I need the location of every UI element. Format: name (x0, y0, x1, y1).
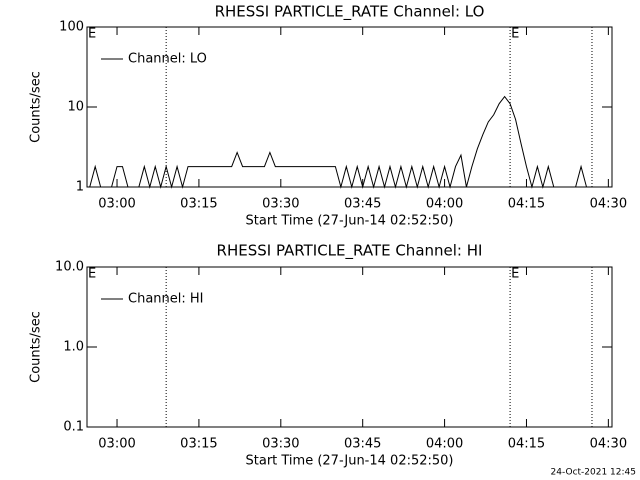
y-tick-label: 1.0 (63, 340, 84, 355)
x-tick-label: 04:00 (426, 437, 463, 452)
x-tick-label: 03:15 (180, 197, 217, 212)
x-tick-label: 04:15 (508, 197, 545, 212)
x-tick-label: 04:30 (590, 437, 627, 452)
x-tick-label: 03:45 (344, 197, 381, 212)
chart-title: RHESSI PARTICLE_RATE Channel: LO (215, 3, 485, 22)
event-marker: E (511, 267, 519, 282)
x-tick-label: 03:30 (262, 197, 299, 212)
y-tick-label: 0.1 (63, 420, 84, 435)
event-marker: E (88, 267, 96, 282)
y-tick-label: 100 (59, 20, 84, 35)
x-tick-label: 04:15 (508, 437, 545, 452)
x-tick-label: 04:30 (590, 197, 627, 212)
legend-label: Channel: HI (128, 292, 204, 307)
y-tick-label: 1 (76, 180, 84, 195)
x-axis-label: Start Time (27-Jun-14 02:52:50) (246, 214, 454, 229)
legend-label: Channel: LO (128, 52, 207, 67)
chart-title: RHESSI PARTICLE_RATE Channel: HI (217, 242, 483, 261)
x-tick-label: 04:00 (426, 197, 463, 212)
x-tick-label: 03:30 (262, 437, 299, 452)
y-axis-label: Counts/sec (29, 71, 44, 143)
x-tick-label: 03:00 (98, 197, 135, 212)
x-tick-label: 03:00 (98, 437, 135, 452)
event-marker: E (88, 27, 96, 42)
data-line (89, 95, 588, 189)
x-axis-label: Start Time (27-Jun-14 02:52:50) (246, 454, 454, 469)
x-tick-label: 03:45 (344, 437, 381, 452)
y-tick-label: 10 (67, 100, 84, 115)
y-axis-label: Counts/sec (29, 311, 44, 383)
y-tick-label: 10.0 (55, 260, 84, 275)
x-tick-label: 03:15 (180, 437, 217, 452)
event-marker: E (511, 27, 519, 42)
footer: 24-Oct-2021 12:45 (551, 468, 636, 478)
